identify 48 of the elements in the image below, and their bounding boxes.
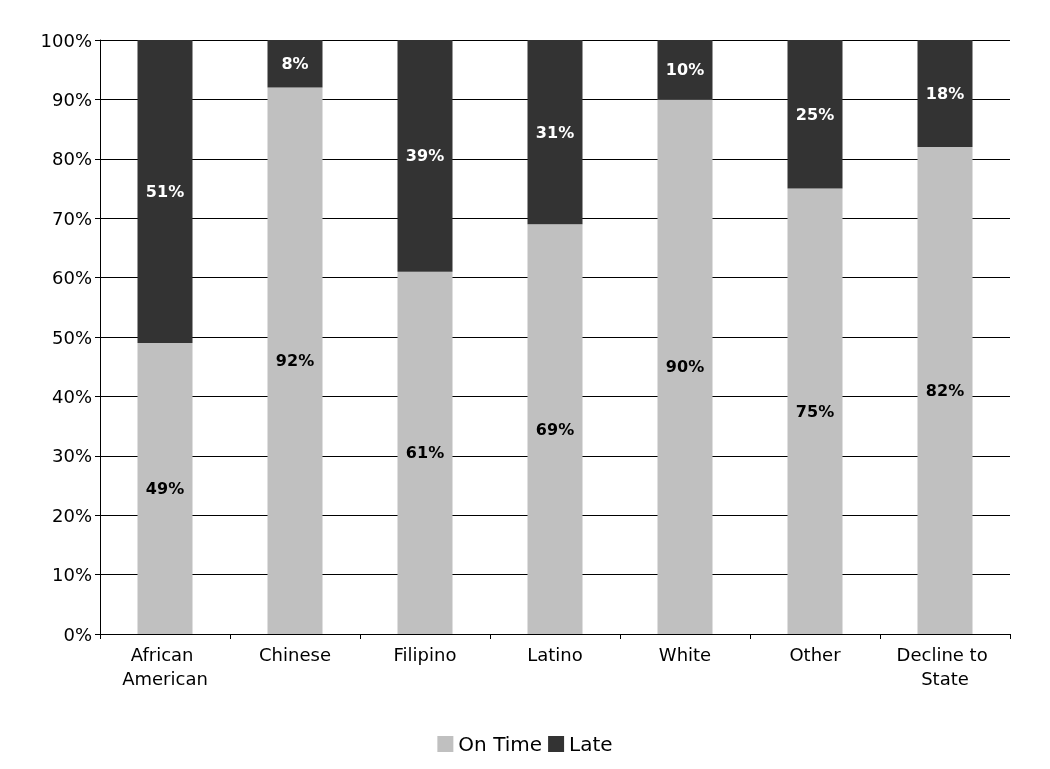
bar — [137, 342, 193, 634]
bar — [917, 40, 973, 147]
data-label: 49% — [145, 478, 185, 498]
bar — [787, 40, 843, 189]
x-tick-label: White — [658, 643, 712, 665]
x-tick-label: Chinese — [259, 643, 331, 665]
data-label: 39% — [405, 146, 445, 166]
x-tick-label: African American — [122, 643, 208, 689]
y-tick-label: 50% — [51, 326, 92, 348]
bar — [527, 224, 583, 634]
bar — [657, 40, 713, 100]
y-tick-label: 10% — [51, 564, 92, 586]
bar — [267, 87, 323, 634]
data-label: 75% — [795, 401, 835, 421]
x-tick-label: Latino — [527, 643, 583, 665]
y-tick-label: 0% — [63, 623, 92, 645]
legend-label: On Time — [458, 732, 543, 756]
data-label: 69% — [535, 419, 575, 439]
y-tick-label: 100% — [40, 29, 92, 51]
y-tick-label: 70% — [51, 207, 92, 229]
data-label: 31% — [535, 122, 575, 142]
bar — [917, 146, 973, 634]
data-label: 18% — [925, 83, 965, 103]
data-label: 8% — [281, 54, 309, 74]
legend-label: Late — [569, 732, 613, 756]
data-label: 10% — [665, 60, 705, 80]
y-tick-label: 30% — [51, 445, 92, 467]
y-tick-label: 40% — [51, 385, 92, 407]
data-label: 82% — [925, 380, 965, 400]
bar — [397, 40, 453, 272]
data-label: 51% — [145, 181, 185, 201]
y-tick-label: 90% — [51, 88, 92, 110]
x-tick-label: Filipino — [393, 643, 457, 665]
data-label: 90% — [665, 357, 705, 377]
bar — [527, 40, 583, 225]
data-label: 25% — [795, 104, 835, 124]
data-label: 61% — [405, 443, 445, 463]
bar — [657, 99, 713, 634]
data-label: 92% — [275, 351, 315, 371]
bar — [787, 188, 843, 634]
x-tick-label: Other — [789, 643, 842, 665]
bar — [137, 40, 193, 343]
x-tick-label: Decline to State — [896, 643, 994, 689]
y-tick-label: 60% — [51, 267, 92, 289]
y-tick-label: 20% — [51, 504, 92, 526]
bar — [397, 271, 453, 634]
bar — [267, 40, 323, 88]
y-tick-label: 80% — [51, 148, 92, 170]
